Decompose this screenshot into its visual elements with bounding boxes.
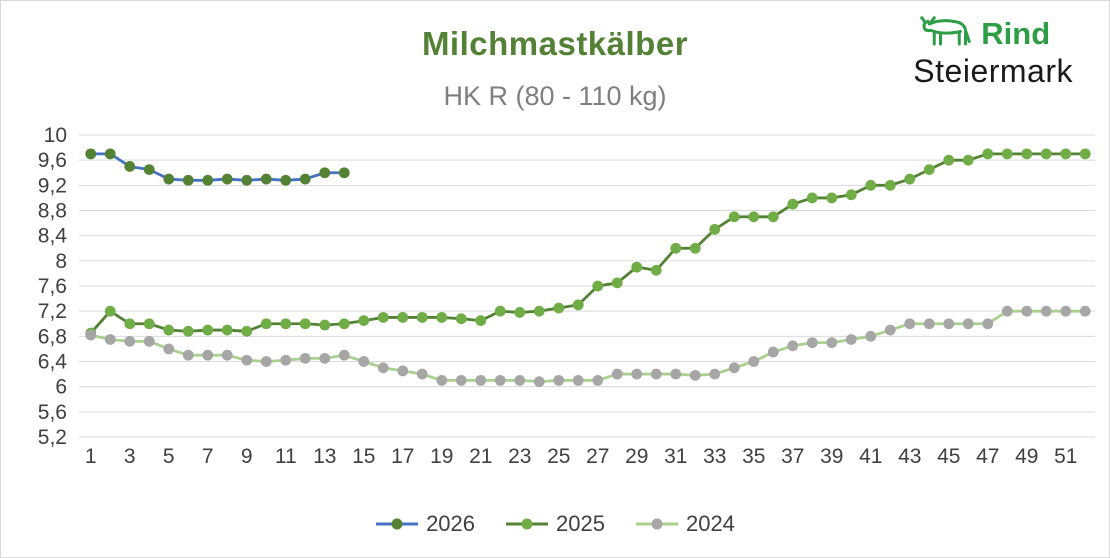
svg-text:31: 31	[664, 445, 687, 468]
svg-text:6,4: 6,4	[38, 351, 68, 374]
svg-text:45: 45	[937, 445, 960, 468]
svg-text:37: 37	[781, 445, 804, 468]
svg-text:41: 41	[859, 445, 882, 468]
legend-label: 2024	[685, 511, 735, 536]
svg-text:21: 21	[469, 445, 492, 468]
svg-text:43: 43	[898, 445, 921, 468]
brand-region: Steiermark	[913, 53, 1073, 89]
svg-text:7: 7	[202, 445, 214, 468]
svg-text:15: 15	[352, 445, 375, 468]
cattle-icon	[913, 15, 973, 53]
svg-text:6,8: 6,8	[38, 325, 67, 348]
legend-label: 2025	[556, 511, 605, 536]
svg-text:11: 11	[275, 445, 297, 468]
svg-text:8,4: 8,4	[38, 225, 68, 248]
svg-text:29: 29	[625, 445, 648, 468]
svg-text:33: 33	[703, 445, 726, 468]
svg-text:5,6: 5,6	[38, 401, 67, 424]
svg-text:3: 3	[124, 445, 136, 468]
svg-text:9,2: 9,2	[38, 174, 67, 197]
svg-text:35: 35	[742, 445, 765, 468]
svg-text:7,2: 7,2	[38, 300, 67, 323]
svg-text:9,6: 9,6	[38, 149, 67, 172]
svg-text:23: 23	[508, 445, 531, 468]
svg-text:47: 47	[976, 445, 999, 468]
svg-text:10: 10	[44, 124, 67, 147]
legend-item-2024: 2024	[635, 511, 735, 537]
legend-item-2025: 2025	[505, 511, 605, 537]
svg-text:8,8: 8,8	[38, 200, 67, 223]
brand-logo-top: Rind	[913, 15, 1073, 53]
chart-legend: 2026 2025 2024	[1, 511, 1109, 537]
svg-text:5: 5	[163, 445, 175, 468]
svg-text:1: 1	[85, 445, 97, 468]
svg-text:49: 49	[1015, 445, 1038, 468]
svg-text:51: 51	[1054, 445, 1077, 468]
svg-text:39: 39	[820, 445, 843, 468]
svg-text:8: 8	[55, 250, 67, 273]
svg-text:25: 25	[547, 445, 570, 468]
legend-marker-icon	[376, 518, 419, 530]
svg-text:5,2: 5,2	[38, 426, 67, 449]
legend-label: 2026	[426, 511, 476, 536]
svg-text:7,6: 7,6	[38, 275, 67, 298]
svg-text:17: 17	[391, 445, 414, 468]
legend-item-2026: 2026	[375, 511, 475, 537]
svg-text:27: 27	[586, 445, 609, 468]
brand-logo: Rind Steiermark	[913, 15, 1073, 90]
legend-marker-icon	[506, 518, 549, 530]
svg-text:9: 9	[241, 445, 253, 468]
chart-title: Milchmastkälber	[421, 25, 689, 62]
legend-marker-icon	[635, 518, 678, 530]
svg-text:6: 6	[55, 376, 67, 399]
svg-text:13: 13	[313, 445, 336, 468]
chart-subtitle: HK R (80 - 110 kg)	[443, 81, 667, 111]
brand-name: Rind	[981, 16, 1051, 51]
svg-text:19: 19	[430, 445, 453, 468]
